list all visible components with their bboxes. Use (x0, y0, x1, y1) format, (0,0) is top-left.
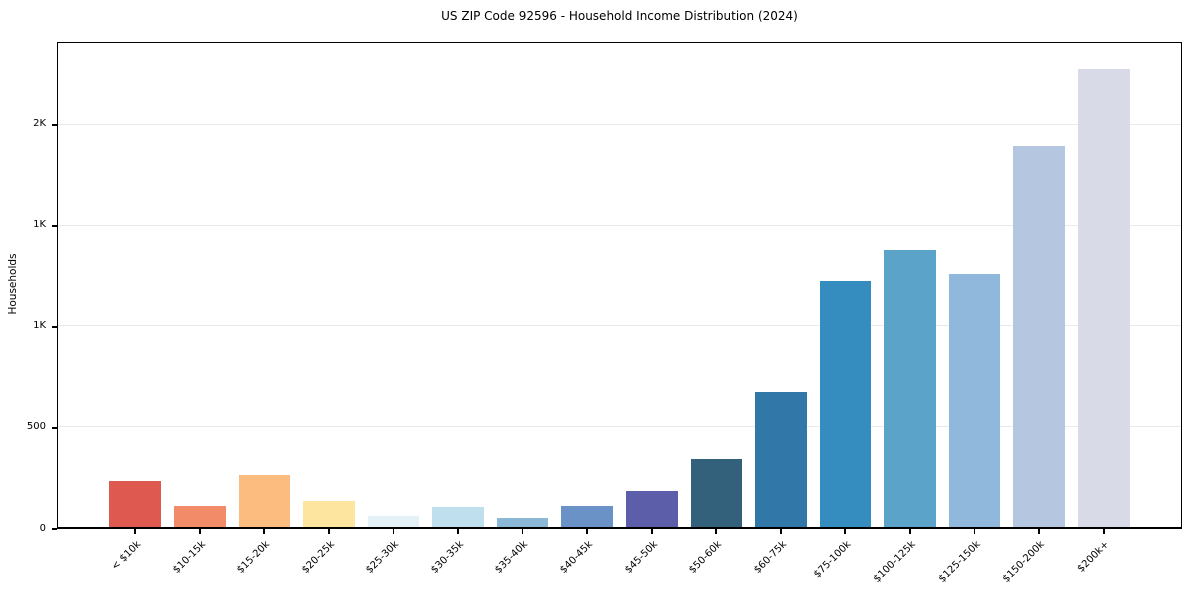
bar-slot: $10-15k (168, 43, 233, 576)
bar-$10-15k (174, 505, 226, 527)
x-tick-mark (779, 529, 782, 534)
bar-$40-45k (561, 505, 614, 527)
x-tick-label: $10-15k (170, 539, 208, 576)
x-tick-mark (844, 529, 847, 534)
y-tick-label: 2K (33, 118, 46, 130)
plot-area: < $10k $10-15k $15-20k $20-25k $25-30k $30-35… (57, 42, 1182, 585)
x-tick-mark (1102, 529, 1105, 534)
bars: < $10k $10-15k $15-20k $20-25k $25-30k $30-35… (58, 43, 1181, 585)
x-tick-mark (392, 529, 395, 534)
x-tick-label: $75-100k (811, 539, 854, 581)
bar-slot: $100-125k (872, 43, 943, 585)
bar-$125-150k (948, 273, 1001, 527)
y-tick-mark (52, 426, 57, 429)
y-tick-label: 1K (33, 320, 46, 332)
x-tick-label: $35-40k (493, 539, 531, 576)
bar-slot: $45-50k (620, 43, 685, 576)
bar-$60-75k (755, 392, 807, 527)
grid-line (58, 325, 1181, 327)
bar-$35-40k (496, 517, 549, 527)
x-tick-mark (586, 529, 589, 534)
bar-slot: $60-75k (749, 43, 814, 576)
bar-slot: $20-25k (297, 43, 362, 576)
chart-title: US ZIP Code 92596 - Household Income Dis… (441, 9, 798, 23)
x-tick-label: $60-75k (751, 539, 789, 576)
x-tick-label: $15-20k (235, 539, 273, 576)
x-tick-mark (134, 529, 137, 534)
y-tick-mark (52, 224, 57, 227)
grid-line (58, 425, 1181, 427)
bar-slot: $30-35k (426, 43, 491, 576)
x-tick-label: $50-60k (687, 539, 725, 576)
bar-$20-25k (303, 500, 355, 527)
x-tick-label: $25-30k (364, 539, 402, 576)
y-tick-mark (52, 325, 57, 328)
bar-slot: $125-150k (936, 43, 1007, 585)
x-tick-mark (263, 529, 266, 534)
bar-$75-100k (819, 280, 872, 527)
x-tick-mark (521, 529, 524, 534)
x-tick-mark (1038, 529, 1040, 534)
bar-slot: $15-20k (232, 43, 297, 576)
x-tick-label: $200k+ (1075, 539, 1112, 575)
bar-$25-30k (367, 515, 420, 527)
x-tick-mark (650, 529, 653, 534)
y-tick-label: 0 (39, 522, 46, 534)
bar-$50-60k (690, 458, 743, 527)
bar-slot: $200k+ (1071, 43, 1136, 575)
x-tick-label: $20-25k (299, 539, 337, 576)
bar-$150-200k (1013, 146, 1065, 527)
y-tick-mark (52, 123, 57, 126)
bar-slot: < $10k (103, 43, 168, 573)
bar-slot: $40-45k (555, 43, 620, 576)
bar-$45-50k (625, 490, 678, 527)
y-axis-ticks: 0 500 1K 1K 2K (0, 42, 57, 534)
x-tick-label: $150-200k (1001, 539, 1047, 585)
x-tick-label: $45-50k (622, 539, 660, 576)
bar-$200k+ (1077, 69, 1130, 527)
bar-slot: $150-200k (1001, 43, 1072, 585)
bar-slot: $50-60k (684, 43, 749, 576)
x-tick-mark (973, 529, 976, 534)
bar-$15-20k (238, 474, 291, 527)
y-tick-label: 500 (26, 421, 46, 433)
x-tick-mark (457, 529, 459, 534)
x-tick-mark (327, 529, 330, 534)
bar-slot: $75-100k (812, 43, 878, 580)
grid-line (58, 224, 1181, 226)
x-tick-mark (909, 529, 911, 534)
x-tick-label: $100-125k (871, 539, 918, 585)
bar-slot: $35-40k (490, 43, 555, 576)
x-tick-label: $125-150k (936, 539, 983, 585)
x-tick-label: < $10k (109, 539, 144, 573)
x-tick-mark (715, 529, 718, 534)
bar-$30-35k (432, 506, 484, 527)
bar-$100-125k (884, 249, 936, 527)
y-tick-mark (52, 528, 57, 530)
x-tick-label: $40-45k (558, 539, 595, 576)
y-tick-label: 1K (33, 219, 46, 231)
x-tick-label: $30-35k (428, 539, 466, 576)
bar-slot: $25-30k (361, 43, 426, 576)
x-tick-mark (198, 529, 201, 534)
grid-line (58, 124, 1181, 126)
bar-< $10k (109, 480, 162, 527)
